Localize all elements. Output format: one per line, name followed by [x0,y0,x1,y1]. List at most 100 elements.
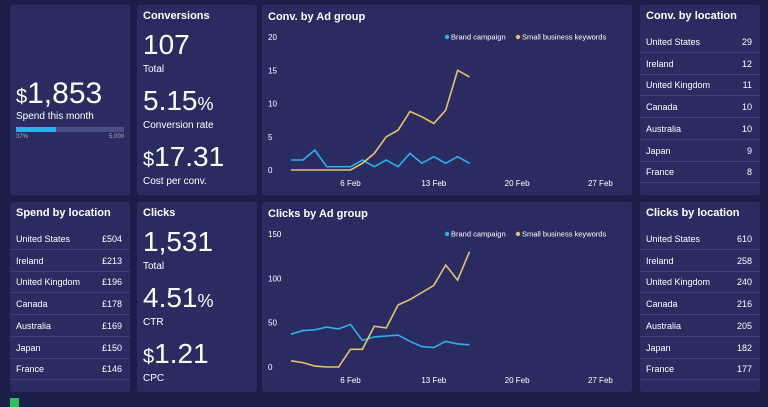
y-tick-label: 100 [268,274,282,283]
x-tick-label: 20 Feb [505,376,530,385]
panel-title: Clicks by location [646,207,740,219]
stat-number: 4.51 [143,282,198,313]
row-name: France [646,167,675,178]
table-row: United States £504 [10,228,130,250]
row-name: Japan [646,342,671,353]
stat-label: Cost per conv. [143,176,207,187]
panel-title: Conversions [143,10,210,22]
chart: Clicks by Ad group 0 50 100 150 6 Feb 13 Feb 20… [268,208,613,385]
legend-marker [515,34,521,40]
row-name: France [16,364,45,375]
stat-value: 5.15% [143,85,214,117]
stat-number: 107 [143,29,190,60]
row-name: Australia [646,320,682,331]
row-value: 177 [736,364,752,375]
progress-track [16,127,124,132]
row-value: 258 [736,255,752,266]
chart-title: Conv. by Ad group [268,11,365,23]
row-value: 610 [736,234,752,244]
currency: $ [16,86,28,108]
clicks-panel: Clicks 1,531 Total 4.51% CTR $1.21 CPC [137,202,257,392]
table-row: Australia 10 [640,118,760,140]
chart-panel: Clicks by Ad group 0 50 100 150 6 Feb 13 Feb 20… [262,202,632,392]
row-name: Australia [646,123,682,134]
row-value: £169 [101,320,122,331]
table-row: Australia £169 [10,315,130,337]
row-value: 10 [741,102,752,113]
row-value: 10 [741,123,752,134]
series-line [290,251,471,368]
table-row: Canada 10 [640,96,760,119]
series-line [291,148,470,168]
row-name: United Kingdom [16,277,81,288]
row-name: Ireland [646,255,674,266]
stat-label: Conversion rate [143,120,214,131]
table-row: France £146 [10,358,130,381]
panel-title: Clicks [143,207,176,219]
stat-value: 4.51% [143,282,214,314]
table-row: Japan 182 [640,337,760,359]
chart-title: Clicks by Ad group [268,208,368,220]
stat-number: 1.21 [154,338,209,369]
spend-location-panel: Spend by location United States £504 Irelan… [10,202,130,392]
row-value: £196 [101,277,122,288]
row-value: 216 [736,299,752,310]
row-name: Japan [646,145,671,156]
x-tick-label: 13 Feb [421,376,446,385]
row-name: Canada [646,299,678,310]
stat-prefix: $ [143,346,155,368]
table-row: Ireland 12 [640,53,760,75]
x-tick-label: 6 Feb [340,179,361,188]
table-row: Japan 9 [640,140,760,162]
y-tick-label: 50 [268,319,277,328]
row-name: Japan [16,342,41,353]
x-tick-label: 13 Feb [421,179,446,188]
progress-fill [16,127,56,132]
row-value: 240 [736,277,752,288]
stat-suffix: % [197,291,214,311]
table-row: United Kingdom £196 [10,271,130,294]
row-name: United States [646,234,701,244]
legend-label: Small business keywords [522,33,606,42]
chart: Conv. by Ad group 0 5 10 15 20 6 Feb 13 Feb 20 F… [268,11,613,188]
chart-panel: Conv. by Ad group 0 5 10 15 20 6 Feb 13 Feb 20 F… [262,5,632,195]
row-value: 182 [736,342,752,353]
spend-panel: $1,853 Spend this month 37% 5,000 [10,5,130,195]
series-line [290,323,470,349]
row-value: 12 [741,58,752,69]
spend-value: $1,853 [16,77,102,111]
table-row: Canada 216 [640,293,760,316]
stat-number: 5.15 [143,85,198,116]
table-row: France 8 [640,161,760,184]
progress-label: 37% [16,134,29,140]
table-row: United States 610 [640,228,760,250]
table-row: United States 29 [640,31,760,53]
row-name: Canada [16,299,48,310]
x-tick-label: 27 Feb [588,179,613,188]
row-name: Ireland [16,255,44,266]
stat-label: Total [143,64,165,75]
table-row: Ireland £213 [10,250,130,272]
legend-marker [515,231,521,237]
y-tick-label: 10 [268,100,277,109]
row-name: France [646,364,675,375]
conv-location-panel: Conv. by location United States 29 Ireland 1… [640,5,760,195]
row-value: £213 [101,255,122,266]
x-tick-label: 20 Feb [505,179,530,188]
conversions-panel: Conversions 107 Total 5.15% Conversion rate $… [137,5,257,195]
amount: 1,853 [27,77,103,110]
footer-logo [10,398,19,407]
stat-value: 107 [143,29,190,61]
series-line [291,69,470,171]
y-tick-label: 15 [268,66,277,75]
row-value: £150 [101,342,122,353]
spend-label: Spend this month [16,111,94,122]
legend-marker [444,34,450,40]
row-value: £178 [101,299,122,310]
table-row: Canada £178 [10,293,130,316]
stat-label: Total [143,261,165,272]
x-tick-label: 27 Feb [588,376,613,385]
row-name: United States [16,234,71,244]
panel-title: Conv. by location [646,10,737,22]
